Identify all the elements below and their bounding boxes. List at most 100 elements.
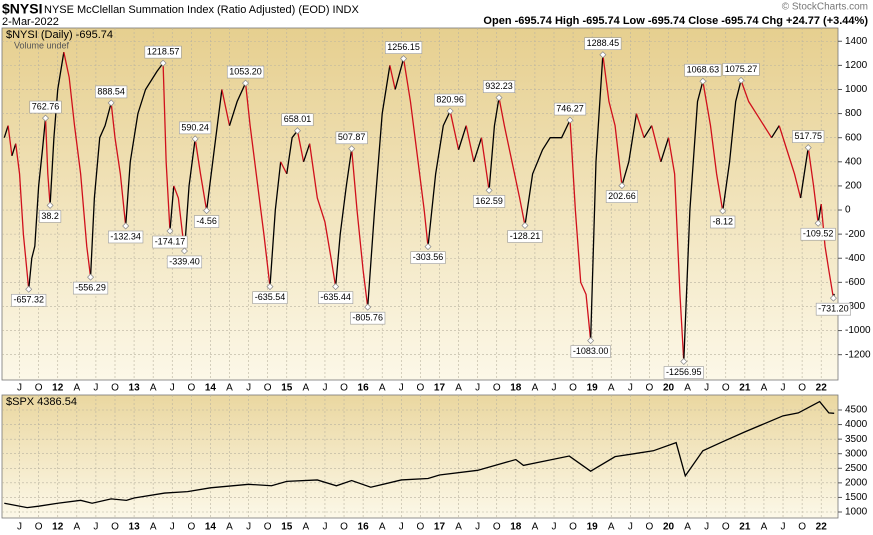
annotation-box [350, 311, 386, 325]
y-tick-label: 200 [845, 181, 862, 192]
line [4, 400, 835, 509]
annotation-label: 888.54 [97, 86, 125, 96]
line [286, 130, 298, 174]
x-tick-label: O [35, 383, 43, 394]
x-tick-label: J [628, 383, 633, 394]
y-tick-label: 4500 [845, 405, 868, 416]
annotation-label: 1288.45 [587, 38, 620, 48]
line [334, 148, 353, 287]
annotation-box [553, 102, 587, 116]
subtitle: Volume undef [14, 40, 70, 50]
x-tick-label: A [684, 383, 691, 394]
y-tick-label: 1500 [845, 492, 868, 503]
annotation-box [385, 41, 423, 54]
x-tick-label: J [246, 383, 251, 394]
annotation-marker [719, 207, 727, 215]
annotation-box [507, 230, 543, 243]
annotation-box [152, 235, 188, 249]
annotation-marker [424, 243, 432, 251]
annotation-label: -128.21 [510, 231, 541, 241]
y-tick-label: -800 [845, 301, 865, 312]
x-tick-label: A [303, 383, 310, 394]
annotation-marker [159, 59, 167, 67]
x-tick-label: 14 [205, 522, 217, 533]
x-tick-label: J [781, 383, 786, 394]
x-tick-label: J [704, 383, 709, 394]
annotation-label: 517.75 [794, 131, 822, 141]
line [402, 58, 429, 247]
x-tick-label: O [264, 383, 272, 394]
x-tick-label: O [569, 383, 577, 394]
x-tick-label: 16 [358, 522, 370, 533]
x-tick-label: J [551, 522, 556, 533]
x-tick-label: A [532, 383, 539, 394]
annotation-box [663, 366, 704, 379]
x-tick-label: J [781, 522, 786, 533]
x-tick-label: 13 [129, 383, 141, 394]
annotation-marker [46, 201, 54, 209]
annotation-box [410, 251, 446, 264]
line [465, 125, 475, 162]
x-tick-label: A [73, 383, 80, 394]
x-tick-label: 17 [434, 383, 446, 394]
line [44, 118, 51, 206]
annotation-label: 932.23 [485, 81, 513, 91]
x-tick-label: J [704, 522, 709, 533]
annotation-label: -556.29 [75, 282, 106, 292]
copyright: © StockCharts.com [782, 2, 868, 13]
x-tick-label: A [532, 522, 539, 533]
annotation-label: 162.59 [475, 196, 503, 206]
annotation-marker [25, 285, 33, 293]
line [302, 143, 311, 163]
line [807, 147, 819, 224]
annotation-box [144, 45, 182, 59]
x-tick-label: A [226, 522, 233, 533]
x-tick-label: 17 [434, 522, 446, 533]
annotation-marker [400, 55, 408, 63]
chart-title: NYSE McClellan Summation Index (Ratio Ad… [44, 4, 359, 16]
x-tick-label: A [226, 383, 233, 394]
line [569, 120, 592, 341]
annotation-marker [203, 207, 211, 215]
annotation-label: -1256.95 [666, 367, 702, 377]
legend: $SPX 4386.54 [6, 396, 77, 408]
x-tick-label: J [170, 522, 175, 533]
annotation-marker [566, 116, 574, 124]
y-tick-label: 1200 [845, 60, 868, 71]
x-tick-label: O [722, 383, 730, 394]
x-tick-label: O [416, 522, 424, 533]
line [110, 102, 127, 227]
line [488, 97, 500, 191]
x-tick-label: 18 [510, 383, 522, 394]
line [427, 110, 451, 247]
y-tick-label: 2500 [845, 463, 868, 474]
x-tick-label: O [798, 522, 806, 533]
line [89, 102, 112, 278]
annotation-box [605, 190, 639, 203]
quote: Open -695.74 High -695.74 Low -695.74 Cl… [483, 15, 868, 27]
x-tick-label: A [150, 522, 157, 533]
x-tick-label: 19 [587, 522, 599, 533]
line [244, 82, 271, 287]
line [524, 119, 571, 226]
y-tick-label: -600 [845, 277, 865, 288]
x-tick-label: O [111, 522, 119, 533]
annotation-label: 658.01 [284, 114, 312, 124]
x-tick-label: 22 [816, 522, 828, 533]
line [660, 137, 670, 163]
line [269, 161, 282, 287]
line [820, 203, 835, 299]
x-tick-label: O [722, 522, 730, 533]
x-tick-label: A [455, 383, 462, 394]
line [702, 81, 724, 212]
x-tick-label: O [646, 383, 654, 394]
x-tick-label: 13 [129, 522, 141, 533]
x-tick-label: 21 [739, 383, 751, 394]
line [799, 147, 809, 199]
x-tick-label: J [17, 383, 22, 394]
x-tick-label: J [17, 522, 22, 533]
line [480, 137, 490, 191]
annotation-box [684, 63, 722, 77]
annotation-label: -132.34 [110, 231, 141, 241]
x-tick-label: A [379, 522, 386, 533]
